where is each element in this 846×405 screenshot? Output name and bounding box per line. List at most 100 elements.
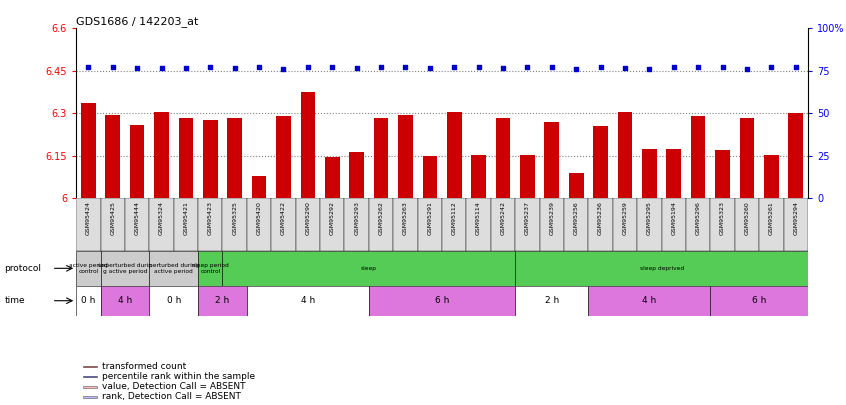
Point: [472, 63, 486, 70]
Bar: [496, 117, 510, 198]
Bar: [588, 198, 613, 251]
Bar: [344, 198, 369, 251]
Text: GSM95292: GSM95292: [330, 201, 335, 235]
Bar: [106, 115, 120, 198]
Point: [691, 63, 705, 70]
Bar: [76, 251, 101, 286]
Bar: [198, 251, 222, 286]
Text: GSM95325: GSM95325: [232, 201, 237, 235]
Point: [594, 63, 607, 70]
Bar: [691, 116, 706, 198]
Bar: [540, 198, 564, 251]
Point: [520, 63, 534, 70]
Text: unperturbed durin
g active period: unperturbed durin g active period: [98, 263, 152, 274]
Text: GSM95239: GSM95239: [549, 201, 554, 235]
Text: GSM95260: GSM95260: [744, 201, 750, 235]
Bar: [471, 154, 486, 198]
Bar: [101, 198, 125, 251]
Text: GSM95261: GSM95261: [769, 201, 774, 235]
Bar: [783, 198, 808, 251]
Bar: [686, 198, 711, 251]
Bar: [125, 198, 149, 251]
Bar: [515, 286, 588, 316]
Bar: [84, 376, 96, 377]
Point: [350, 65, 364, 71]
Bar: [272, 198, 296, 251]
Bar: [422, 156, 437, 198]
Bar: [203, 120, 217, 198]
Point: [326, 63, 339, 70]
Point: [740, 66, 754, 72]
Bar: [228, 117, 242, 198]
Bar: [613, 198, 637, 251]
Point: [277, 66, 290, 72]
Bar: [711, 286, 808, 316]
Text: GSM95420: GSM95420: [256, 201, 261, 235]
Bar: [618, 112, 632, 198]
Bar: [101, 251, 149, 286]
Point: [179, 65, 193, 71]
Bar: [739, 117, 755, 198]
Bar: [84, 366, 96, 367]
Bar: [515, 251, 808, 286]
Point: [448, 63, 461, 70]
Bar: [588, 286, 711, 316]
Bar: [198, 198, 222, 251]
Point: [374, 63, 387, 70]
Text: GSM95444: GSM95444: [135, 201, 140, 235]
Text: 6 h: 6 h: [752, 296, 766, 305]
Text: GSM95236: GSM95236: [598, 201, 603, 235]
Bar: [325, 157, 339, 198]
Point: [667, 63, 680, 70]
Text: GSM95242: GSM95242: [501, 201, 506, 235]
Text: GSM95194: GSM95194: [671, 201, 676, 235]
Bar: [545, 122, 559, 198]
Bar: [642, 149, 656, 198]
Bar: [515, 198, 540, 251]
Text: GDS1686 / 142203_at: GDS1686 / 142203_at: [76, 16, 199, 27]
Bar: [569, 173, 584, 198]
Bar: [393, 198, 418, 251]
Bar: [222, 198, 247, 251]
Bar: [418, 198, 442, 251]
Bar: [149, 286, 198, 316]
Text: GSM95256: GSM95256: [574, 201, 579, 235]
Text: 2 h: 2 h: [545, 296, 559, 305]
Text: active period
control: active period control: [69, 263, 107, 274]
Bar: [711, 198, 734, 251]
Text: value, Detection Call = ABSENT: value, Detection Call = ABSENT: [102, 382, 245, 391]
Text: 4 h: 4 h: [642, 296, 656, 305]
Bar: [296, 198, 320, 251]
Point: [130, 65, 144, 71]
Text: GSM95294: GSM95294: [794, 201, 799, 235]
Text: GSM95237: GSM95237: [525, 201, 530, 235]
Bar: [300, 92, 316, 198]
Bar: [129, 125, 145, 198]
Bar: [247, 198, 272, 251]
Bar: [179, 117, 193, 198]
Bar: [442, 198, 466, 251]
Point: [398, 63, 412, 70]
Point: [204, 63, 217, 70]
Bar: [198, 286, 247, 316]
Text: 0 h: 0 h: [81, 296, 96, 305]
Bar: [84, 386, 96, 388]
Bar: [564, 198, 588, 251]
Bar: [101, 286, 149, 316]
Bar: [173, 198, 198, 251]
Bar: [374, 117, 388, 198]
Bar: [369, 198, 393, 251]
Text: GSM95291: GSM95291: [427, 201, 432, 235]
Bar: [764, 154, 778, 198]
Text: GSM95290: GSM95290: [305, 201, 310, 235]
Bar: [759, 198, 783, 251]
Bar: [149, 198, 173, 251]
Text: GSM95424: GSM95424: [85, 201, 91, 235]
Text: GSM95324: GSM95324: [159, 201, 164, 235]
Text: GSM95262: GSM95262: [378, 201, 383, 235]
Point: [423, 65, 437, 71]
Text: GSM95295: GSM95295: [647, 201, 652, 235]
Point: [106, 63, 119, 70]
Bar: [662, 198, 686, 251]
Bar: [637, 198, 662, 251]
